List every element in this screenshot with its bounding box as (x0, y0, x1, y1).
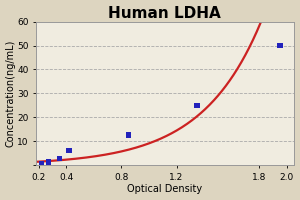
Point (39, 162, 44, 166)
Point (67, 149, 71, 152)
Point (278, 44, 282, 47)
Title: Human LDHA: Human LDHA (108, 6, 221, 21)
Y-axis label: Concentration(ng/mL): Concentration(ng/mL) (6, 40, 16, 147)
Point (195, 104, 200, 107)
Point (126, 134, 131, 137)
Point (57, 157, 62, 160)
Point (46, 161, 51, 164)
X-axis label: Optical Density: Optical Density (127, 184, 202, 194)
